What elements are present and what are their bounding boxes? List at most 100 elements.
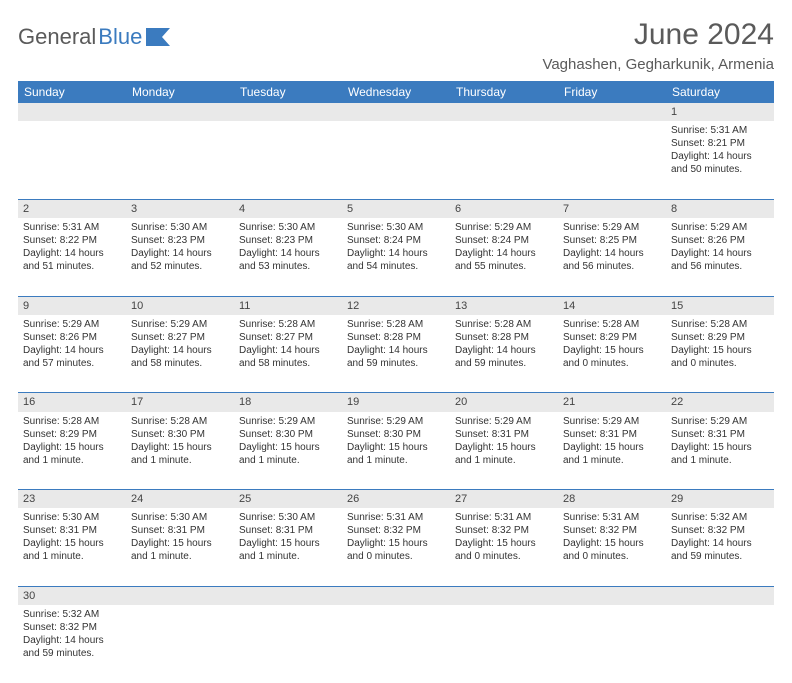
day-number-cell: 17 xyxy=(126,393,234,412)
day-number-cell xyxy=(450,586,558,605)
sunrise-text: Sunrise: 5:32 AM xyxy=(671,511,769,524)
day-content-cell xyxy=(342,121,450,199)
daylight-text: Daylight: 14 hours xyxy=(23,344,121,357)
sunset-text: Sunset: 8:21 PM xyxy=(671,137,769,150)
day-content-cell: Sunrise: 5:30 AMSunset: 8:31 PMDaylight:… xyxy=(234,508,342,586)
day-content-cell: Sunrise: 5:32 AMSunset: 8:32 PMDaylight:… xyxy=(666,508,774,586)
daylight-text: Daylight: 15 hours xyxy=(23,537,121,550)
day-content-cell xyxy=(450,605,558,683)
sunset-text: Sunset: 8:26 PM xyxy=(671,234,769,247)
sunrise-text: Sunrise: 5:28 AM xyxy=(347,318,445,331)
day-content-cell: Sunrise: 5:29 AMSunset: 8:26 PMDaylight:… xyxy=(18,315,126,393)
day-content-cell xyxy=(126,121,234,199)
daylight-text: and 52 minutes. xyxy=(131,260,229,273)
sunrise-text: Sunrise: 5:29 AM xyxy=(131,318,229,331)
sunset-text: Sunset: 8:30 PM xyxy=(347,428,445,441)
day-number-cell: 28 xyxy=(558,490,666,509)
sunset-text: Sunset: 8:32 PM xyxy=(671,524,769,537)
sunrise-text: Sunrise: 5:29 AM xyxy=(347,415,445,428)
day-content-cell xyxy=(18,121,126,199)
sunset-text: Sunset: 8:27 PM xyxy=(131,331,229,344)
day-number-cell: 20 xyxy=(450,393,558,412)
day-content-cell: Sunrise: 5:30 AMSunset: 8:24 PMDaylight:… xyxy=(342,218,450,296)
day-content-cell xyxy=(558,605,666,683)
daylight-text: and 1 minute. xyxy=(563,454,661,467)
header: GeneralBlue June 2024 Vaghashen, Geghark… xyxy=(18,18,774,73)
day-number-cell xyxy=(126,586,234,605)
day-number-cell: 12 xyxy=(342,296,450,315)
day-number-cell: 13 xyxy=(450,296,558,315)
daylight-text: and 53 minutes. xyxy=(239,260,337,273)
day-number-cell xyxy=(558,586,666,605)
sunset-text: Sunset: 8:24 PM xyxy=(455,234,553,247)
day-number-cell: 14 xyxy=(558,296,666,315)
daynum-row: 1 xyxy=(18,103,774,121)
sunrise-text: Sunrise: 5:31 AM xyxy=(23,221,121,234)
day-number-cell: 16 xyxy=(18,393,126,412)
daylight-text: Daylight: 14 hours xyxy=(347,344,445,357)
brand-part2: Blue xyxy=(98,24,142,50)
day-number-cell xyxy=(666,586,774,605)
sunrise-text: Sunrise: 5:30 AM xyxy=(23,511,121,524)
sunset-text: Sunset: 8:29 PM xyxy=(563,331,661,344)
daylight-text: Daylight: 14 hours xyxy=(671,537,769,550)
sunrise-text: Sunrise: 5:28 AM xyxy=(455,318,553,331)
sunset-text: Sunset: 8:24 PM xyxy=(347,234,445,247)
day-header: Sunday xyxy=(18,81,126,103)
day-content-cell: Sunrise: 5:28 AMSunset: 8:29 PMDaylight:… xyxy=(558,315,666,393)
day-content-cell: Sunrise: 5:31 AMSunset: 8:32 PMDaylight:… xyxy=(450,508,558,586)
daylight-text: Daylight: 14 hours xyxy=(563,247,661,260)
daylight-text: and 59 minutes. xyxy=(23,647,121,660)
day-content-cell: Sunrise: 5:28 AMSunset: 8:30 PMDaylight:… xyxy=(126,412,234,490)
day-header-row: Sunday Monday Tuesday Wednesday Thursday… xyxy=(18,81,774,103)
content-row: Sunrise: 5:31 AMSunset: 8:21 PMDaylight:… xyxy=(18,121,774,199)
day-number-cell: 8 xyxy=(666,199,774,218)
daylight-text: Daylight: 15 hours xyxy=(131,537,229,550)
daylight-text: and 0 minutes. xyxy=(563,550,661,563)
day-content-cell: Sunrise: 5:30 AMSunset: 8:31 PMDaylight:… xyxy=(126,508,234,586)
daylight-text: Daylight: 15 hours xyxy=(347,441,445,454)
day-number-cell: 15 xyxy=(666,296,774,315)
daylight-text: Daylight: 14 hours xyxy=(239,247,337,260)
day-number-cell xyxy=(450,103,558,121)
sunset-text: Sunset: 8:31 PM xyxy=(455,428,553,441)
day-content-cell: Sunrise: 5:29 AMSunset: 8:31 PMDaylight:… xyxy=(450,412,558,490)
day-number-cell: 19 xyxy=(342,393,450,412)
daylight-text: and 0 minutes. xyxy=(563,357,661,370)
daylight-text: Daylight: 15 hours xyxy=(239,537,337,550)
day-header: Wednesday xyxy=(342,81,450,103)
daylight-text: Daylight: 14 hours xyxy=(671,150,769,163)
daylight-text: Daylight: 15 hours xyxy=(455,537,553,550)
day-number-cell: 26 xyxy=(342,490,450,509)
daylight-text: and 1 minute. xyxy=(23,550,121,563)
day-number-cell xyxy=(342,103,450,121)
sunset-text: Sunset: 8:26 PM xyxy=(23,331,121,344)
day-number-cell: 7 xyxy=(558,199,666,218)
sunset-text: Sunset: 8:28 PM xyxy=(455,331,553,344)
sunrise-text: Sunrise: 5:29 AM xyxy=(23,318,121,331)
day-number-cell: 6 xyxy=(450,199,558,218)
day-header: Friday xyxy=(558,81,666,103)
sunrise-text: Sunrise: 5:29 AM xyxy=(563,415,661,428)
day-content-cell xyxy=(450,121,558,199)
day-header: Monday xyxy=(126,81,234,103)
daylight-text: and 1 minute. xyxy=(239,550,337,563)
day-number-cell xyxy=(234,586,342,605)
day-number-cell xyxy=(18,103,126,121)
daylight-text: Daylight: 15 hours xyxy=(671,441,769,454)
sunset-text: Sunset: 8:31 PM xyxy=(671,428,769,441)
day-number-cell: 10 xyxy=(126,296,234,315)
day-content-cell xyxy=(666,605,774,683)
daylight-text: and 54 minutes. xyxy=(347,260,445,273)
daylight-text: Daylight: 14 hours xyxy=(23,634,121,647)
day-header: Tuesday xyxy=(234,81,342,103)
day-content-cell: Sunrise: 5:30 AMSunset: 8:31 PMDaylight:… xyxy=(18,508,126,586)
day-content-cell: Sunrise: 5:32 AMSunset: 8:32 PMDaylight:… xyxy=(18,605,126,683)
sunrise-text: Sunrise: 5:29 AM xyxy=(455,221,553,234)
sunset-text: Sunset: 8:30 PM xyxy=(131,428,229,441)
sunrise-text: Sunrise: 5:30 AM xyxy=(239,221,337,234)
daylight-text: and 58 minutes. xyxy=(131,357,229,370)
day-number-cell: 3 xyxy=(126,199,234,218)
daylight-text: Daylight: 14 hours xyxy=(455,344,553,357)
sunset-text: Sunset: 8:30 PM xyxy=(239,428,337,441)
